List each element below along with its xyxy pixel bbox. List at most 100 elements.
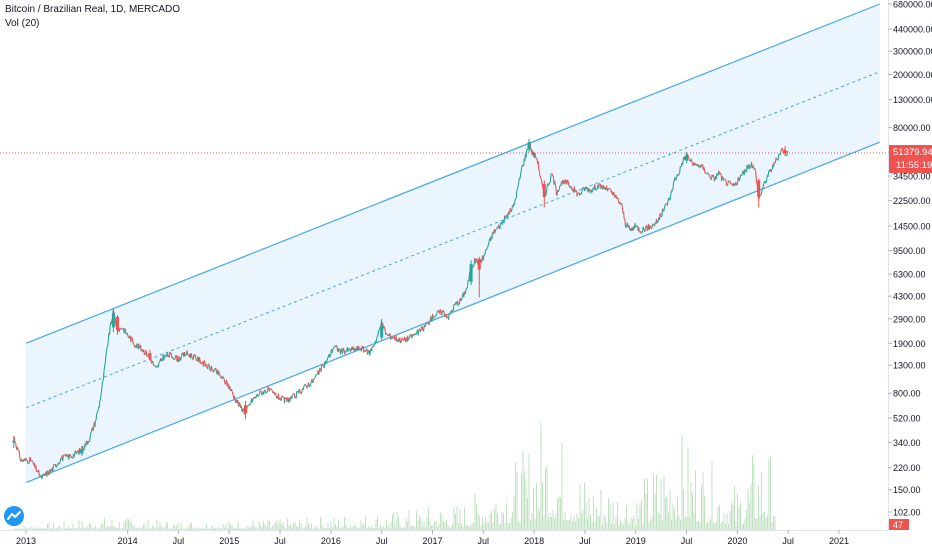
- volume-bar: [98, 528, 99, 530]
- volume-bar: [387, 524, 389, 530]
- price-segment: [101, 380, 104, 385]
- price-segment: [309, 385, 311, 388]
- volume-bar: [471, 523, 473, 530]
- volume-bar: [284, 527, 285, 530]
- price-segment: [57, 462, 60, 464]
- last-price-value: 51379.94: [893, 147, 932, 158]
- volume-bar: [758, 485, 759, 530]
- volume-bar: [441, 515, 443, 530]
- volume-bar: [726, 513, 728, 530]
- symbol-legend[interactable]: Bitcoin / Brazilian Real, 1D, MERCADO: [5, 4, 181, 15]
- price-segment: [42, 473, 44, 476]
- volume-bar: [119, 522, 120, 530]
- volume-bar: [759, 515, 761, 530]
- volume-bar: [426, 517, 428, 530]
- volume-bar: [278, 526, 279, 530]
- volume-bar: [240, 528, 242, 530]
- volume-bar: [60, 528, 62, 530]
- price-segment: [378, 329, 380, 332]
- volume-bar: [257, 528, 258, 530]
- price-segment: [626, 222, 629, 226]
- price-segment: [232, 393, 234, 396]
- price-segment: [32, 460, 34, 465]
- volume-bar: [585, 502, 587, 530]
- volume-bar: [68, 526, 69, 530]
- regression-channel[interactable]: [25, 3, 880, 484]
- price-segment: [368, 349, 370, 352]
- price-segment: [336, 346, 339, 352]
- volume-bar: [306, 516, 308, 530]
- volume-bar: [39, 528, 41, 530]
- volume-bar: [239, 528, 240, 530]
- y-tick-label: 1300.00: [893, 361, 926, 371]
- candle-body: [527, 142, 531, 150]
- volume-bar: [263, 520, 264, 530]
- price-segment: [499, 224, 501, 230]
- price-segment: [41, 475, 44, 479]
- volume-bar: [756, 518, 758, 530]
- price-segment: [208, 366, 211, 371]
- volume-bar: [747, 488, 749, 530]
- price-segment: [415, 333, 417, 336]
- price-segment: [495, 228, 497, 231]
- volume-bar: [245, 528, 246, 530]
- price-segment: [534, 152, 537, 158]
- price-segment: [504, 216, 507, 219]
- volume-bar: [738, 507, 740, 530]
- y-tick-label: 220.00: [893, 463, 921, 473]
- volume-bar: [246, 525, 248, 530]
- price-segment: [63, 453, 65, 456]
- price-segment: [157, 363, 160, 368]
- volume-bar: [36, 528, 38, 530]
- volume-bar: [687, 447, 689, 530]
- volume-bar: [656, 474, 657, 530]
- price-segment: [100, 390, 103, 395]
- price-segment: [335, 345, 338, 347]
- price-segment: [221, 376, 223, 380]
- y-tick-label: 9500.00: [893, 246, 926, 256]
- volume-bar: [230, 524, 231, 530]
- y-tick-label: 1900.00: [893, 339, 926, 349]
- price-segment: [246, 405, 249, 407]
- volume-bar: [675, 518, 677, 530]
- volume-bar: [353, 526, 354, 530]
- price-segment: [95, 414, 98, 421]
- volume-bar: [527, 497, 528, 530]
- volume-bar: [219, 527, 221, 530]
- volume-bar: [639, 505, 641, 530]
- price-segment: [20, 460, 22, 462]
- price-segment: [321, 363, 324, 366]
- volume-bar: [291, 527, 293, 530]
- price-segment: [762, 186, 764, 189]
- volume-bar: [314, 528, 315, 530]
- price-segment: [438, 309, 441, 314]
- volume-bar: [362, 525, 363, 530]
- price-segment: [65, 455, 67, 457]
- price-segment: [16, 446, 19, 451]
- price-segment: [415, 332, 418, 335]
- volume-legend[interactable]: Vol (20): [5, 18, 40, 29]
- price-segment: [563, 179, 565, 182]
- price-segment: [417, 330, 420, 336]
- volume-bar: [315, 525, 317, 530]
- volume-bar: [750, 483, 752, 530]
- volume-bar: [620, 519, 621, 530]
- volume-bar: [626, 505, 627, 530]
- price-segment: [102, 379, 104, 382]
- x-axis[interactable]: 2013 2014 Jul 2015 Jul 2016 Jul 2017 Jul 2018 Jul 2…: [16, 530, 849, 546]
- x-tick-label: 2020: [727, 536, 747, 546]
- price-segment: [513, 200, 516, 206]
- volume-bar: [402, 527, 404, 530]
- volume-bar: [683, 489, 684, 530]
- volume-bar: [378, 528, 380, 530]
- volume-bar: [512, 512, 513, 530]
- volume-bar: [197, 528, 198, 530]
- price-segment: [322, 364, 325, 367]
- price-segment: [199, 358, 201, 364]
- price-segment: [383, 325, 386, 328]
- volume-bar: [458, 523, 459, 530]
- y-axis[interactable]: 102.00 150.00 220.00 340.00 520.00 800.00 1300…: [888, 0, 932, 518]
- tradingview-logo-icon[interactable]: [4, 506, 24, 526]
